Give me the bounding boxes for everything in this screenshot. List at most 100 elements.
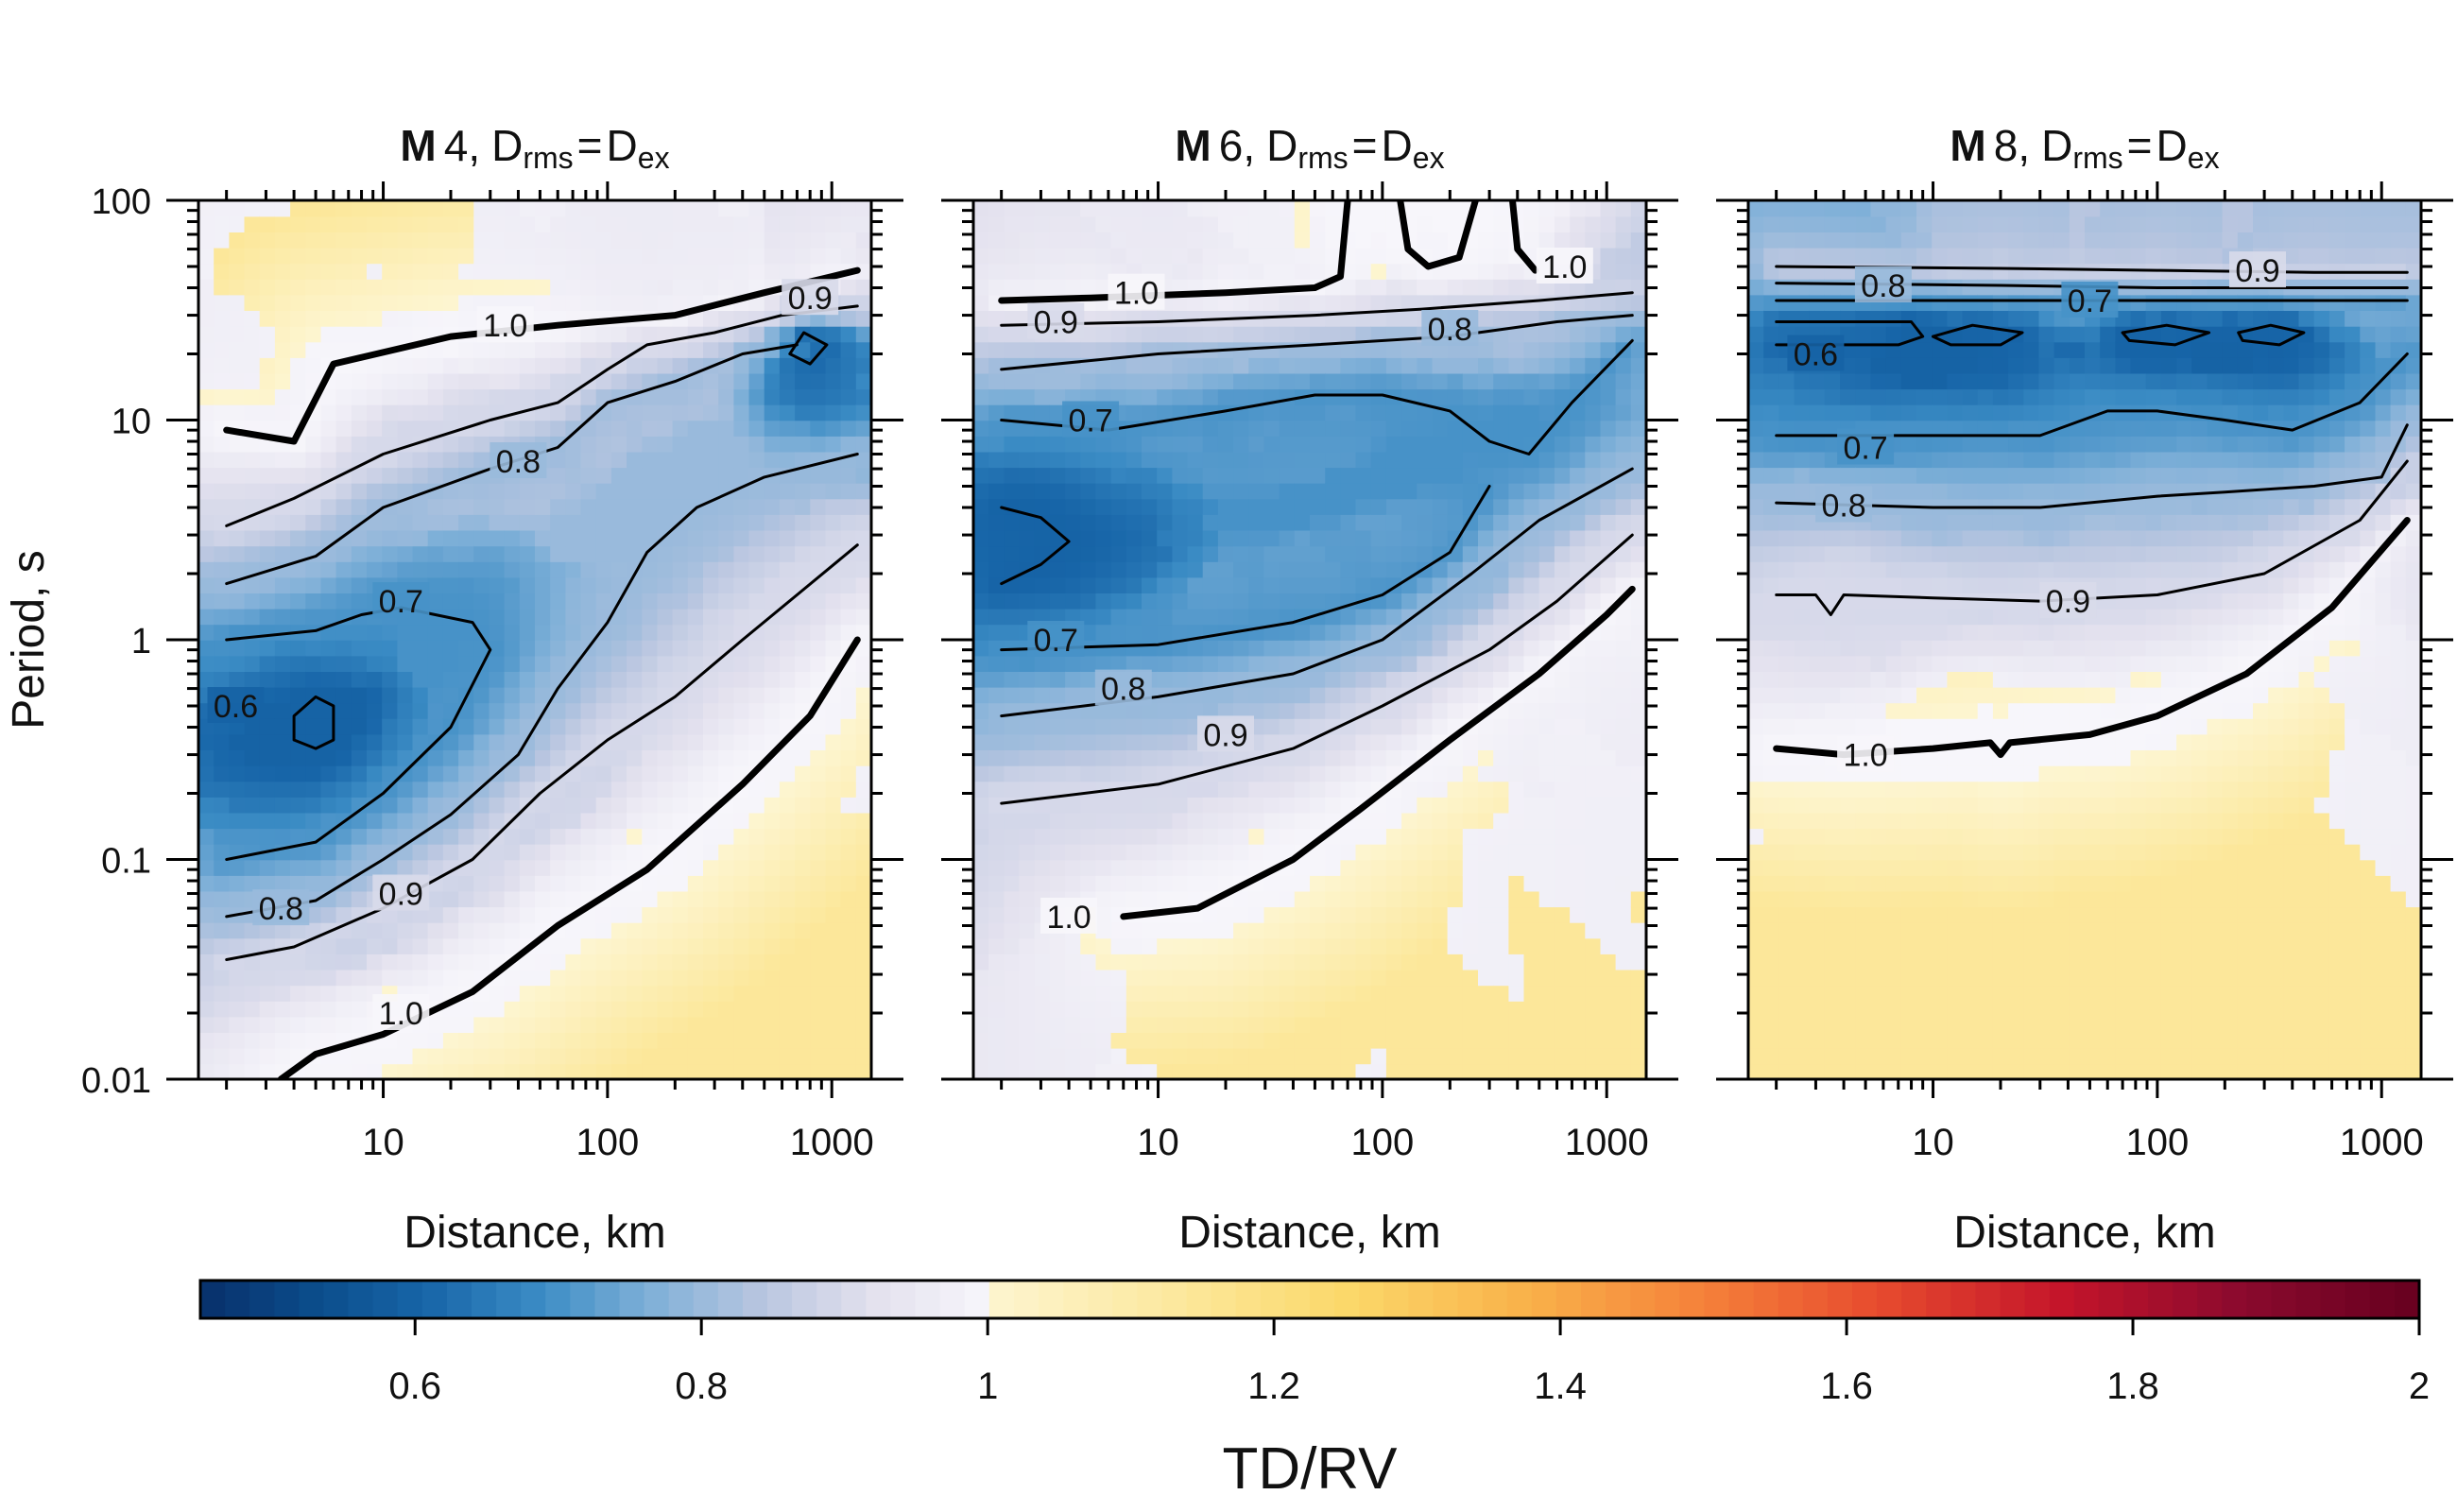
heatmap-cell	[1294, 1001, 1311, 1018]
heatmap-cell	[1417, 436, 1434, 453]
heatmap-cell	[1095, 545, 1112, 562]
heatmap-cell	[703, 467, 719, 484]
heatmap-cell	[1401, 954, 1418, 971]
heatmap-cell	[973, 388, 989, 405]
heatmap-cell	[229, 765, 246, 782]
heatmap-cell	[1370, 765, 1387, 782]
heatmap-cell	[733, 671, 750, 688]
heatmap-cell	[657, 1047, 674, 1065]
heatmap-cell	[198, 843, 215, 861]
heatmap-cell	[351, 1063, 368, 1079]
heatmap-cell	[1447, 828, 1464, 845]
heatmap-cell	[198, 357, 215, 374]
heatmap-cell	[504, 263, 521, 280]
heatmap-cell	[703, 969, 719, 987]
heatmap-cell	[1217, 247, 1234, 265]
heatmap-cell	[825, 828, 842, 845]
heatmap-cell	[1110, 436, 1127, 453]
heatmap-cell	[367, 655, 383, 672]
heatmap-cell	[351, 294, 368, 311]
heatmap-cell	[1462, 749, 1479, 766]
heatmap-cell	[1080, 467, 1097, 484]
heatmap-cell	[1478, 859, 1494, 876]
heatmap-cell	[718, 215, 735, 232]
heatmap-cell	[1065, 372, 1082, 390]
heatmap-cell	[1462, 969, 1479, 987]
heatmap-cell	[1187, 843, 1204, 861]
heatmap-cell	[274, 593, 291, 610]
heatmap-cell	[1065, 263, 1082, 280]
heatmap-cell	[1600, 279, 1617, 296]
heatmap-cell	[703, 200, 719, 217]
heatmap-cell	[305, 436, 322, 453]
heatmap-cell	[1004, 969, 1021, 987]
heatmap-cell	[988, 671, 1005, 688]
heatmap-cell	[1142, 514, 1158, 531]
heatmap-cell	[290, 686, 307, 704]
heatmap-cell	[412, 1063, 429, 1079]
heatmap-cell	[229, 797, 246, 814]
heatmap-cell	[1570, 310, 1587, 327]
heatmap-cell	[1432, 859, 1449, 876]
heatmap-cell	[657, 1063, 674, 1079]
heatmap-cell	[320, 859, 337, 876]
heatmap-cell	[627, 608, 644, 626]
heatmap-cell	[1172, 985, 1189, 1002]
heatmap-cell	[627, 1032, 644, 1049]
heatmap-cell	[580, 812, 597, 830]
heatmap-cell	[1508, 859, 1525, 876]
heatmap-cell	[642, 279, 659, 296]
heatmap-cell	[840, 765, 857, 782]
heatmap-cell	[1538, 781, 1555, 798]
heatmap-cell	[825, 372, 842, 390]
heatmap-cell	[1385, 718, 1402, 735]
heatmap-cell	[412, 702, 429, 719]
heatmap-cell	[1157, 247, 1174, 265]
heatmap-cell	[1385, 325, 1402, 343]
heatmap-cell	[1370, 906, 1387, 923]
heatmap-cell	[1417, 294, 1434, 311]
heatmap-cell	[1385, 279, 1402, 296]
heatmap-cell	[764, 215, 781, 232]
heatmap-cell	[1095, 1016, 1112, 1033]
heatmap-cell	[1615, 1032, 1632, 1049]
heatmap-cell	[351, 310, 368, 327]
heatmap-cell	[1325, 467, 1342, 484]
heatmap-cell	[657, 781, 674, 798]
heatmap-cell	[840, 843, 857, 861]
heatmap-cell	[1355, 561, 1372, 578]
heatmap-cell	[1508, 1032, 1525, 1049]
heatmap-cell	[810, 1001, 827, 1018]
heatmap-cell	[657, 388, 674, 405]
heatmap-cell	[1034, 1047, 1051, 1065]
heatmap-cell	[718, 969, 735, 987]
heatmap-cell	[973, 937, 989, 954]
heatmap-cell	[1447, 686, 1464, 704]
heatmap-cell	[1478, 1047, 1494, 1065]
heatmap-cell	[1217, 921, 1234, 939]
heatmap-cell	[397, 294, 414, 311]
heatmap-cell	[1508, 420, 1525, 437]
heatmap-cell	[825, 529, 842, 547]
heatmap-cell	[1570, 215, 1587, 232]
heatmap-cell	[305, 890, 322, 908]
heatmap-cell	[748, 1047, 765, 1065]
heatmap-cell	[1065, 341, 1082, 358]
heatmap-cell	[1432, 671, 1449, 688]
heatmap-cell	[1233, 655, 1250, 672]
heatmap-cell	[1263, 576, 1280, 593]
heatmap-cell	[198, 828, 215, 845]
heatmap-cell	[1478, 215, 1494, 232]
heatmap-cell	[473, 529, 490, 547]
heatmap-cell	[1462, 436, 1479, 453]
heatmap-cell	[489, 545, 506, 562]
heatmap-cell	[1478, 325, 1494, 343]
heatmap-cell	[810, 420, 827, 437]
heatmap-cell	[504, 781, 521, 798]
heatmap-cell	[335, 388, 352, 405]
heatmap-cell	[274, 1047, 291, 1065]
heatmap-cell	[810, 545, 827, 562]
heatmap-cell	[703, 436, 719, 453]
heatmap-cell	[1279, 969, 1296, 987]
heatmap-cell	[1462, 404, 1479, 421]
